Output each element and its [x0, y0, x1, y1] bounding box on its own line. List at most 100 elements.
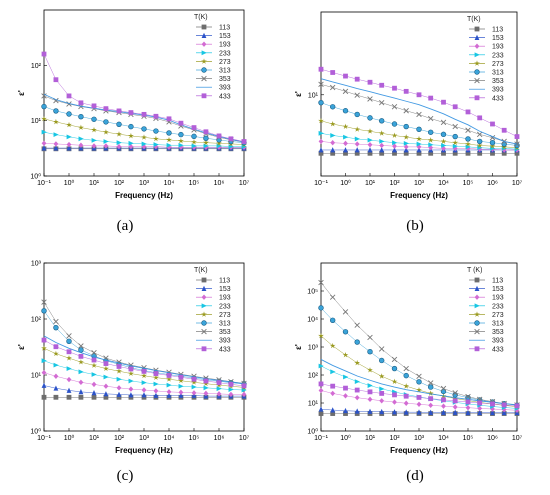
data-point [379, 150, 385, 156]
x-tick-label: 10² [389, 180, 400, 187]
data-point [116, 391, 122, 397]
data-point [141, 387, 147, 393]
series-233 [41, 358, 247, 393]
data-point [440, 138, 447, 144]
data-point [354, 147, 360, 153]
data-point [228, 381, 234, 387]
panel-c: 10⁻¹ 10⁰ 10¹ 10² 10³ 10⁴ 10⁵ 10⁶ 10⁷ 10⁰ 10¹ 10² 10³… [0, 248, 275, 495]
data-point [465, 393, 471, 400]
data-point [367, 137, 373, 143]
legend-marker [201, 277, 207, 283]
x-tick-label: 10⁵ [189, 180, 200, 187]
data-point [441, 99, 446, 105]
legend-entry: 193 [196, 41, 231, 49]
data-point [241, 383, 247, 389]
data-point [329, 84, 336, 91]
legend-entry: 273 [469, 60, 504, 68]
data-point [116, 364, 122, 369]
data-point [378, 130, 385, 136]
data-point [440, 385, 447, 392]
data-point [330, 390, 336, 397]
plot-frame [43, 262, 245, 432]
data-point [428, 409, 434, 415]
data-point [391, 356, 398, 363]
data-point [379, 142, 385, 149]
data-point [103, 365, 109, 372]
data-point [343, 73, 348, 79]
panel-b: 10⁻¹ 10⁰ 10¹ 10² 10³ 10⁴ 10⁵ 10⁶ 10⁷ 10¹ Frequency… [275, 0, 550, 248]
data-point [354, 92, 360, 98]
series-273 [41, 115, 247, 147]
data-point [428, 396, 434, 402]
legend-entry: 113 [469, 27, 503, 34]
legend-marker [201, 67, 207, 73]
x-tick-label: 10¹ [89, 435, 100, 442]
data-point [452, 409, 458, 415]
x-tick-label: 10⁵ [463, 180, 474, 187]
legend-entry: 313 [196, 320, 231, 328]
data-point [66, 93, 72, 99]
data-point [103, 143, 109, 149]
data-point [66, 111, 72, 117]
x-tick-label: 10¹ [365, 435, 376, 442]
data-point [427, 390, 434, 396]
data-point [416, 150, 422, 156]
data-point [191, 390, 197, 396]
data-point [391, 365, 398, 372]
data-point [116, 121, 122, 127]
data-point [178, 389, 184, 396]
data-point [78, 353, 84, 359]
data-point [403, 400, 409, 406]
data-point [427, 129, 434, 135]
data-point [166, 116, 172, 122]
data-point [66, 349, 72, 355]
data-point [367, 147, 373, 153]
data-point [452, 404, 458, 410]
x-tick-label: 10³ [139, 180, 150, 187]
series-233 [41, 129, 247, 149]
data-point [514, 407, 520, 413]
data-point [103, 383, 109, 389]
data-point [91, 362, 97, 368]
data-point [427, 380, 434, 386]
data-point [153, 392, 159, 398]
data-point [501, 402, 507, 408]
data-point [41, 145, 47, 151]
data-point [141, 392, 147, 398]
x-tick-label: 10⁰ [340, 434, 351, 442]
y-tick-label: 10³ [308, 345, 319, 352]
data-point [367, 115, 373, 121]
legend-marker [474, 346, 480, 352]
legend-label: 433 [492, 95, 504, 102]
legend-label: 393 [219, 85, 231, 92]
data-point [66, 121, 72, 128]
legend-marker [201, 32, 207, 38]
x-tick-label: 10⁷ [239, 180, 250, 187]
data-point [41, 382, 47, 388]
data-point [66, 101, 72, 107]
legend-label: 433 [219, 93, 231, 100]
legend-marker [201, 50, 207, 56]
x-tick-label: 10⁷ [512, 435, 523, 442]
data-point [116, 131, 122, 137]
data-point [342, 123, 349, 129]
data-point [378, 99, 385, 106]
data-point [428, 150, 434, 156]
data-point [318, 363, 324, 369]
legend-marker [201, 24, 207, 30]
legend-entry: 313 [196, 67, 231, 75]
legend-label: 313 [219, 68, 231, 75]
data-point [501, 409, 507, 416]
legend-label: 313 [492, 321, 504, 328]
data-point [392, 150, 397, 156]
series-line [320, 78, 518, 145]
data-point [103, 361, 109, 366]
data-point [78, 359, 84, 365]
y-axis-label: ε' [294, 91, 303, 97]
x-tick-label: 10⁶ [487, 435, 498, 442]
y-tick-label: 10¹ [308, 401, 319, 408]
chart-a: 10⁻¹ 10⁰ 10¹ 10² 10³ 10⁴ 10⁵ 10⁶ 10⁷10⁰10¹10²Fre… [17, 9, 250, 200]
data-point [378, 357, 385, 364]
data-point [441, 150, 446, 156]
